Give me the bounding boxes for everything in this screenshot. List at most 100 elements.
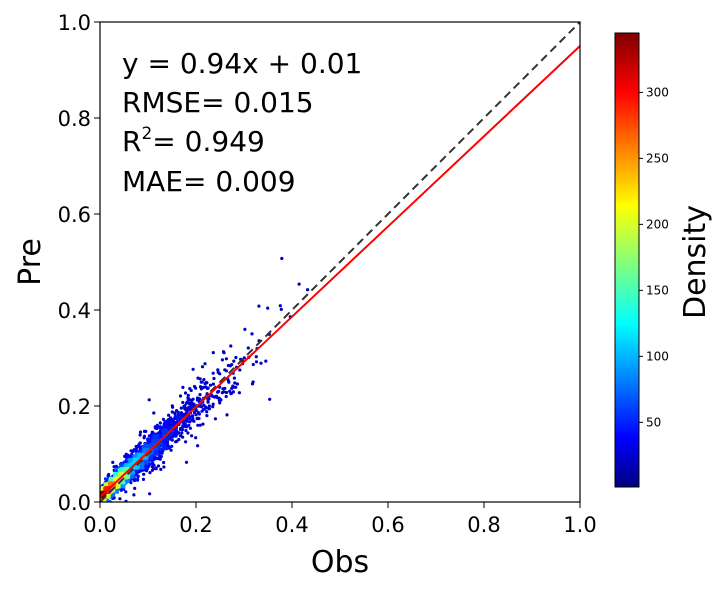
scatter-point xyxy=(152,434,156,438)
scatter-point xyxy=(237,391,241,395)
scatter-point xyxy=(218,372,222,376)
scatter-point xyxy=(144,443,148,447)
scatter-point xyxy=(216,368,220,372)
scatter-point xyxy=(195,396,200,400)
scatter-point xyxy=(163,430,168,434)
scatter-point xyxy=(210,394,214,398)
fit-equation: y = 0.94x + 0.01 xyxy=(122,47,362,80)
scatter-point xyxy=(132,493,136,497)
scatter-point xyxy=(184,460,189,464)
r2-value: = 0.949 xyxy=(152,125,265,158)
r2-letter: R xyxy=(122,125,141,158)
scatter-point xyxy=(278,304,282,308)
scatter-point xyxy=(138,433,142,437)
scatter-point xyxy=(172,420,176,425)
scatter-point xyxy=(152,411,156,415)
scatter-point xyxy=(207,404,211,408)
scatter-point xyxy=(191,414,195,418)
scatter-point xyxy=(144,429,148,433)
scatter-point xyxy=(198,393,202,397)
scatter-point xyxy=(207,407,211,411)
scatter-point xyxy=(211,371,215,375)
scatter-point xyxy=(235,382,239,386)
scatter-point xyxy=(186,431,190,435)
scatter-point xyxy=(147,398,151,402)
scatter-point xyxy=(211,351,215,355)
y-tick-label: 0.2 xyxy=(58,395,91,419)
colorbar-tick-label: 200 xyxy=(646,217,669,231)
scatter-point xyxy=(180,431,184,435)
scatter-point xyxy=(254,360,259,364)
colorbar-ticks: 50 100 150 200 250 300 xyxy=(639,85,669,429)
scatter-point xyxy=(228,389,232,393)
scatter-point xyxy=(106,495,110,499)
scatter-point xyxy=(170,410,174,414)
scatter-point xyxy=(136,464,140,468)
scatter-point xyxy=(199,380,203,384)
plot-frame xyxy=(99,21,581,503)
scatter-point xyxy=(148,492,152,496)
scatter-point xyxy=(184,440,188,444)
scatter-point xyxy=(183,391,188,395)
scatter-point xyxy=(109,481,113,485)
scatter-point xyxy=(206,399,210,403)
scatter-point xyxy=(194,413,198,417)
x-tick-label: 0.2 xyxy=(179,513,212,537)
scatter-point xyxy=(200,365,205,369)
scatter-point xyxy=(225,413,229,417)
scatter-point xyxy=(181,400,185,405)
scatter-point xyxy=(191,367,195,371)
scatter-point xyxy=(204,405,208,409)
scatter-point xyxy=(238,368,242,372)
scatter-point xyxy=(224,394,228,399)
scatter-point xyxy=(144,466,148,470)
scatter-point xyxy=(250,332,254,336)
scatter-point xyxy=(187,416,191,421)
scatter-point xyxy=(174,440,178,444)
scatter-point xyxy=(202,403,206,407)
scatter-point xyxy=(107,472,111,477)
scatter-point xyxy=(184,401,189,405)
scatter-point xyxy=(216,390,220,394)
y-tick-label: 0.8 xyxy=(58,107,91,131)
scatter-point xyxy=(114,468,118,472)
scatter-point xyxy=(243,327,247,331)
y-axis: 0.0 0.2 0.4 0.6 0.8 1.0 xyxy=(58,11,100,515)
scatter-point xyxy=(224,390,229,395)
scatter-point xyxy=(103,477,108,481)
scatter-point xyxy=(148,471,152,475)
scatter-point xyxy=(140,453,144,457)
scatter-point xyxy=(181,385,185,389)
scatter-point xyxy=(162,465,166,469)
scatter-point xyxy=(266,306,270,310)
scatter-point xyxy=(264,359,268,363)
scatter-point xyxy=(222,351,226,355)
scatter-point xyxy=(137,452,141,456)
scatter-point xyxy=(170,444,174,448)
scatter-point xyxy=(167,413,171,417)
scatter-point xyxy=(215,394,219,398)
scatter-point xyxy=(203,362,207,366)
scatter-point xyxy=(233,381,237,385)
scatter-point xyxy=(103,486,107,490)
scatter-point xyxy=(178,434,183,438)
scatter-point xyxy=(150,461,154,465)
scatter-point xyxy=(129,449,133,453)
scatter-point xyxy=(186,393,190,397)
scatter-point xyxy=(171,405,175,409)
scatter-point xyxy=(140,462,144,466)
x-tick-label: 1.0 xyxy=(563,513,596,537)
x-tick-label: 0.8 xyxy=(467,513,500,537)
scatter-point xyxy=(114,464,118,468)
scatter-point xyxy=(134,447,138,451)
scatter-point xyxy=(202,385,206,389)
scatter-point xyxy=(179,406,183,410)
scatter-point xyxy=(279,307,283,311)
scatter-point xyxy=(254,355,258,359)
scatter-point xyxy=(211,405,215,409)
scatter-point xyxy=(137,443,141,447)
colorbar xyxy=(614,32,640,488)
scatter-point xyxy=(141,477,146,481)
scatter-point xyxy=(213,417,217,421)
scatter-point xyxy=(154,466,158,470)
